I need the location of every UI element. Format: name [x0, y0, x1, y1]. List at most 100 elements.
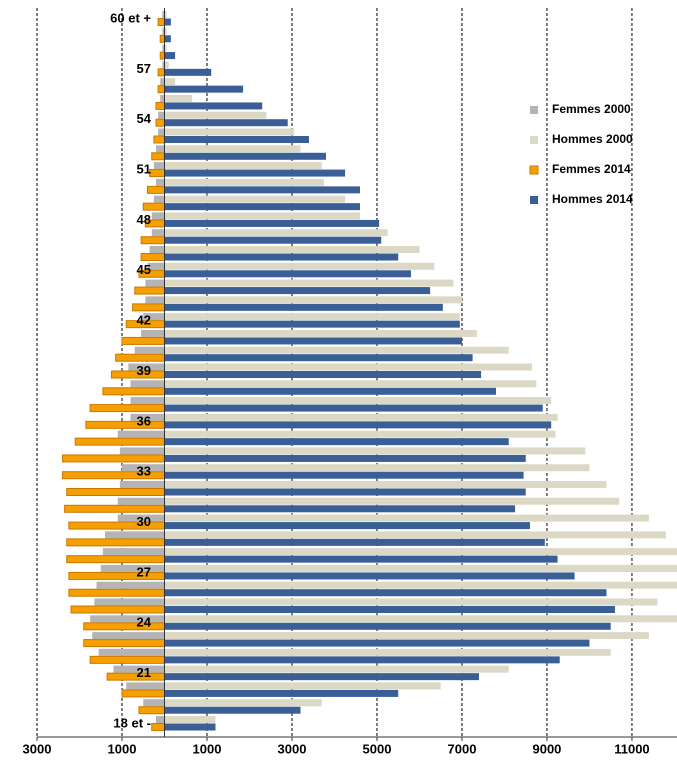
- bar: [74, 437, 165, 446]
- bar: [164, 111, 267, 119]
- bar: [164, 648, 611, 656]
- bar: [157, 85, 165, 94]
- y-tick-label: 60 et +: [110, 10, 151, 25]
- bar: [132, 303, 165, 312]
- bar: [164, 538, 545, 546]
- bar: [164, 246, 420, 253]
- bar: [147, 262, 165, 270]
- bar: [164, 78, 176, 86]
- bar: [164, 145, 301, 153]
- bar: [130, 380, 165, 388]
- y-tick-label: 48: [137, 212, 151, 227]
- bar: [164, 548, 677, 556]
- bar: [164, 337, 462, 345]
- bar: [164, 387, 496, 395]
- bar: [164, 673, 479, 681]
- bar: [130, 397, 165, 405]
- bar: [164, 212, 360, 220]
- bar: [164, 397, 552, 405]
- bar: [164, 421, 552, 429]
- bar: [96, 581, 165, 589]
- bar: [164, 169, 346, 177]
- bar: [158, 111, 165, 119]
- bar: [160, 78, 165, 86]
- bar: [143, 699, 165, 707]
- bar: [83, 622, 165, 631]
- bar: [121, 689, 165, 698]
- bar: [117, 430, 165, 438]
- x-tick-label: 1000: [193, 741, 222, 756]
- bar: [164, 581, 677, 589]
- x-tick-label: 3000: [278, 741, 307, 756]
- y-tick-label: 45: [137, 262, 151, 277]
- bar: [141, 329, 165, 337]
- bar: [164, 219, 380, 227]
- legend-swatch: [530, 106, 538, 114]
- bar: [164, 11, 167, 18]
- bar: [121, 464, 165, 472]
- bar: [164, 682, 441, 690]
- bar: [164, 665, 509, 673]
- bar: [146, 185, 165, 194]
- bar: [164, 699, 322, 707]
- bar: [89, 655, 165, 664]
- bar: [164, 329, 477, 337]
- bar: [164, 598, 658, 606]
- bar: [164, 497, 620, 505]
- y-tick-label: 39: [137, 363, 151, 378]
- bar: [164, 236, 382, 244]
- bar: [151, 212, 165, 220]
- y-tick-label: 30: [137, 514, 151, 529]
- bar: [164, 195, 346, 203]
- legend-swatch: [529, 165, 539, 175]
- bar: [164, 488, 526, 496]
- bar: [157, 18, 165, 26]
- bar: [164, 229, 388, 237]
- bar: [90, 615, 165, 623]
- bar: [66, 488, 165, 496]
- bar: [66, 538, 165, 547]
- bar: [164, 531, 666, 539]
- legend-label: Hommes 2014: [552, 192, 633, 206]
- bar: [119, 447, 165, 455]
- bar: [64, 504, 165, 513]
- x-tick-label: 1000: [108, 741, 137, 756]
- bar: [68, 588, 165, 597]
- bar: [164, 35, 171, 43]
- bar: [155, 101, 165, 110]
- bar: [164, 18, 171, 26]
- y-tick-label: 21: [137, 665, 151, 680]
- bar: [149, 246, 165, 253]
- legend-swatch: [530, 136, 538, 144]
- bar: [164, 287, 431, 295]
- bar: [143, 313, 165, 321]
- bar: [94, 598, 165, 606]
- bar: [151, 723, 165, 731]
- bar: [155, 145, 165, 153]
- bar: [164, 68, 212, 76]
- bar: [142, 202, 165, 211]
- bar: [164, 94, 193, 102]
- bar: [164, 178, 324, 186]
- bar: [164, 589, 607, 597]
- bar: [164, 430, 556, 438]
- bar: [164, 404, 543, 412]
- bar: [164, 296, 462, 304]
- bar: [164, 380, 537, 388]
- bar: [159, 51, 165, 60]
- bar: [104, 531, 165, 539]
- bar: [66, 555, 165, 564]
- bar: [155, 178, 165, 186]
- bar: [145, 279, 165, 287]
- bar: [164, 447, 586, 455]
- bar: [164, 102, 263, 110]
- legend-label: Hommes 2000: [552, 132, 633, 146]
- bar: [164, 615, 677, 623]
- bar: [164, 522, 530, 530]
- bar: [158, 128, 165, 136]
- bar: [149, 169, 165, 178]
- y-tick-label: 36: [137, 413, 151, 428]
- bar: [164, 656, 560, 664]
- bar: [113, 665, 165, 673]
